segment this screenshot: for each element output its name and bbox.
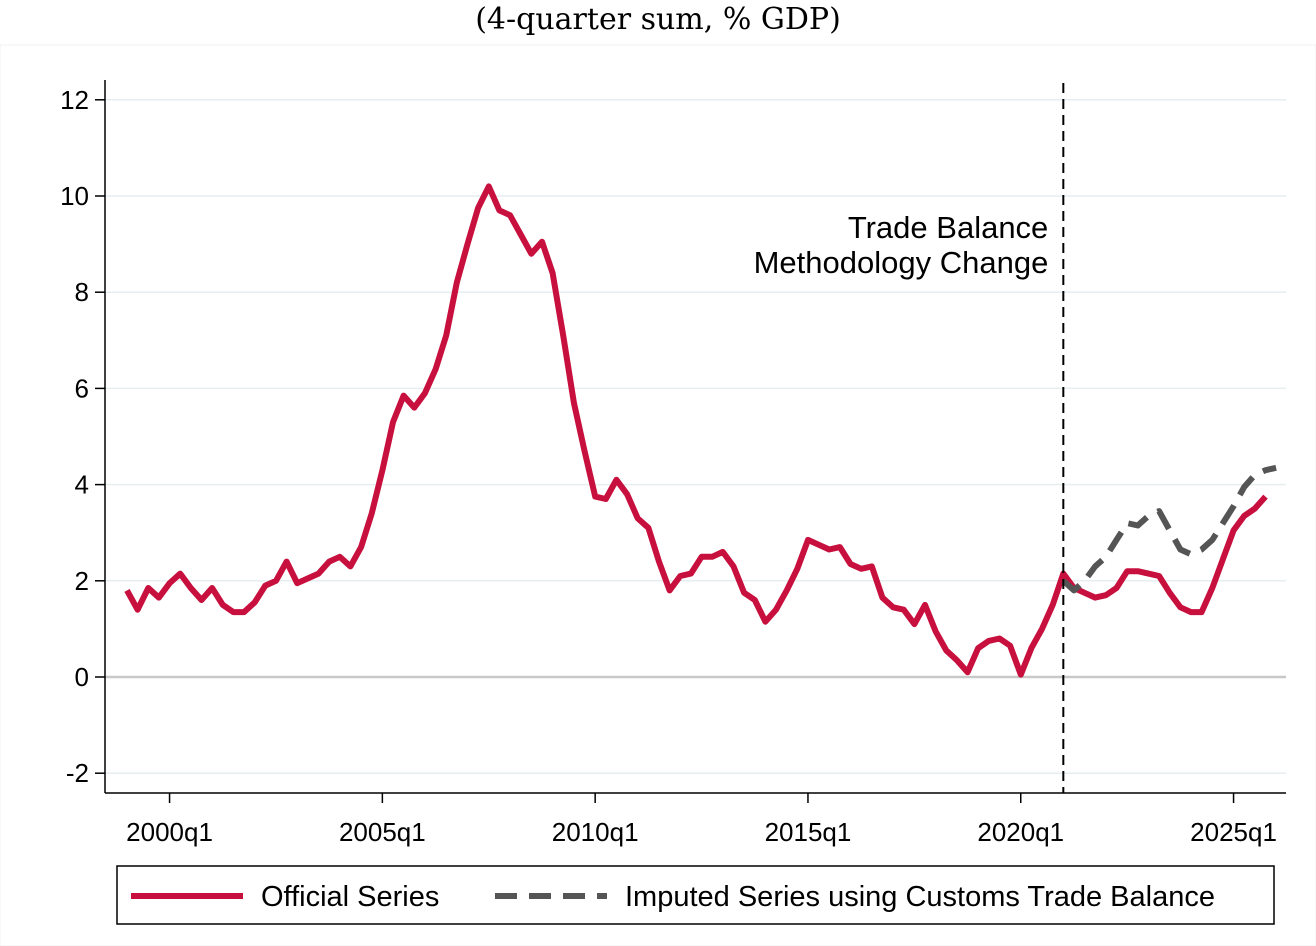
legend-label-imputed: Imputed Series using Customs Trade Balan… <box>625 881 1215 913</box>
x-tick-label: 2010q1 <box>552 817 639 847</box>
y-tick-label: 6 <box>75 373 89 403</box>
gridlines <box>0 44 1316 946</box>
y-tick-label: 4 <box>75 470 89 500</box>
official-series-line <box>124 183 1268 678</box>
x-tick-label: 2020q1 <box>977 817 1064 847</box>
imputed-series-line <box>1061 464 1277 594</box>
legend: Official Series Imputed Series using Cust… <box>116 865 1275 925</box>
legend-box <box>116 865 1275 925</box>
chart-subtitle: (4-quarter sum, % GDP) <box>475 2 841 37</box>
y-tick-label: -2 <box>66 758 89 788</box>
y-tick-label: 12 <box>60 85 89 115</box>
x-tick-label: 2005q1 <box>339 817 426 847</box>
y-tick-label: 10 <box>60 181 89 211</box>
x-tick-label: 2025q1 <box>1190 817 1277 847</box>
x-tick-label: 2015q1 <box>765 817 852 847</box>
y-tick-label: 0 <box>75 662 89 692</box>
plot-frame <box>0 44 1316 946</box>
annotation-line-1: Trade Balance <box>848 210 1048 245</box>
y-tick-label: 8 <box>75 277 89 307</box>
axes: -2 0 2 4 6 8 10 12 2000q1 2005q1 2010q1 2015q1 2020q… <box>60 80 1286 847</box>
x-tick-label: 2000q1 <box>126 817 213 847</box>
legend-label-official: Official Series <box>261 881 439 913</box>
series-lines <box>124 183 1277 678</box>
annotation-line-2: Methodology Change <box>754 245 1049 280</box>
y-tick-label: 2 <box>75 566 89 596</box>
